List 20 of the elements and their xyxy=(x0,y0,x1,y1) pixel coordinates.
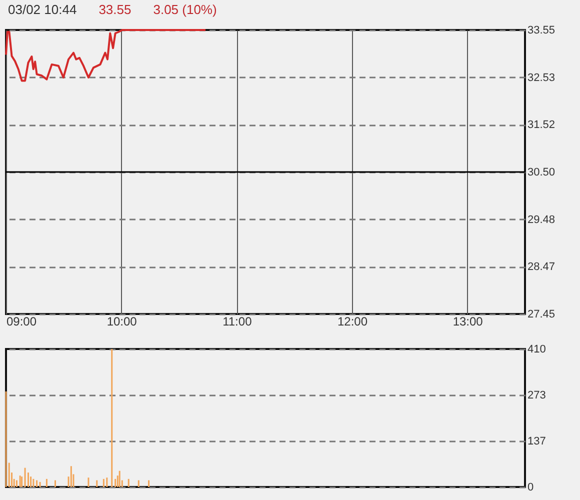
x-tick-label: 09:00 xyxy=(6,314,37,328)
x-tick-label: 12:00 xyxy=(337,314,368,328)
y-tick-label: 28.47 xyxy=(528,261,556,274)
chart-title: 03/02 10:44 xyxy=(8,2,77,17)
text: 3.05 (10%) xyxy=(153,2,217,17)
y-tick-label: 0 xyxy=(528,482,534,494)
y-tick-label: 32.53 xyxy=(528,72,556,84)
y-tick-label: 33.55 xyxy=(528,24,556,36)
y-tick-label: 31.52 xyxy=(528,119,556,132)
line-series xyxy=(5,29,207,82)
y-tick-label: 273 xyxy=(528,390,546,402)
y-tick-label: 27.45 xyxy=(528,308,556,320)
x-tick-label: 13:00 xyxy=(452,314,484,328)
y-tick-label: 137 xyxy=(528,435,546,448)
y-tick-label: 29.48 xyxy=(528,214,556,226)
text: 33.55 xyxy=(98,2,132,17)
x-tick-label: 10:00 xyxy=(106,314,138,328)
y-tick-label: 30.50 xyxy=(528,166,556,178)
x-tick-label: 11:00 xyxy=(222,314,252,328)
y-tick-label: 410 xyxy=(528,344,546,356)
